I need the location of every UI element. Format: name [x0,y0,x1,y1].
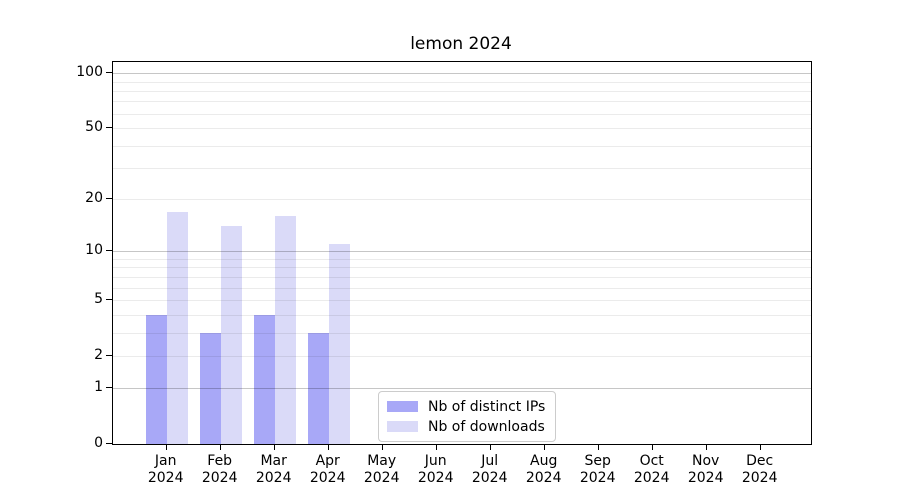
bar-downloads-feb [220,226,242,444]
x-tick-label-may: May 2024 [350,453,414,487]
bar-distinct-ips-feb [199,332,221,444]
x-tick-mark-jan [165,444,167,450]
gridline-minor-7 [113,276,811,278]
gridline-minor-80 [113,90,811,92]
x-tick-label-feb: Feb 2024 [188,453,252,487]
bar-downloads-jan [166,211,188,444]
x-tick-label-jan: Jan 2024 [134,453,198,487]
y-tick-label-0: 0 [94,435,103,451]
bar-distinct-ips-mar [253,314,275,444]
x-tick-mark-may [381,444,383,450]
gridline-minor-20 [113,199,811,201]
x-tick-month: Jul [481,453,499,469]
x-tick-mark-feb [219,444,221,450]
legend: Nb of distinct IPs Nb of downloads [378,391,557,442]
x-tick-year: 2024 [255,470,292,486]
y-tick-label-5: 5 [94,291,103,307]
x-tick-mark-jul [489,444,491,450]
y-tick-mark-5 [106,299,112,300]
x-tick-label-oct: Oct 2024 [620,453,684,487]
gridline-major-100 [113,73,811,75]
x-tick-month: Feb [207,453,233,469]
x-tick-year: 2024 [417,470,454,486]
x-tick-label-aug: Aug 2024 [512,453,576,487]
x-tick-month: Dec [746,453,774,469]
legend-item-distinct-ips: Nb of distinct IPs [387,397,545,416]
y-tick-label-20: 20 [85,190,103,207]
legend-label-downloads: Nb of downloads [428,418,545,435]
gridline-minor-60 [113,113,811,115]
x-tick-year: 2024 [687,470,724,486]
x-tick-month: Mar [260,453,287,469]
x-tick-year: 2024 [741,470,778,486]
x-tick-mark-mar [273,444,275,450]
x-tick-year: 2024 [525,470,562,486]
chart-title: lemon 2024 [410,34,512,54]
y-tick-mark-10 [106,250,112,252]
gridline-minor-8 [113,267,811,269]
x-tick-mark-nov [705,444,707,450]
x-tick-month: Aug [530,453,558,469]
x-tick-label-mar: Mar 2024 [242,453,306,487]
legend-swatch-downloads [387,421,418,432]
gridline-minor-5 [113,300,811,301]
legend-item-downloads: Nb of downloads [387,417,545,436]
y-tick-mark-0 [106,443,112,444]
x-tick-year: 2024 [363,470,400,486]
y-tick-mark-20 [106,198,112,200]
x-tick-month: Jun [424,453,447,469]
gridline-minor-70 [113,101,811,103]
x-tick-mark-dec [759,444,761,450]
x-tick-month: Jan [154,453,177,469]
x-tick-label-jul: Jul 2024 [458,453,522,487]
x-tick-label-apr: Apr 2024 [296,453,360,487]
y-tick-mark-1 [106,387,112,389]
plot-area [112,61,812,445]
bar-distinct-ips-jan [145,314,167,444]
x-tick-year: 2024 [309,470,346,486]
gridline-major-10 [113,251,811,253]
y-tick-label-50: 50 [85,119,103,135]
gridline-minor-30 [113,168,811,169]
x-tick-label-sep: Sep 2024 [566,453,630,487]
x-tick-mark-aug [543,444,545,450]
x-tick-month: Apr [315,453,340,469]
gridline-minor-90 [113,81,811,83]
y-tick-label-2: 2 [94,346,103,363]
gridline-minor-50 [113,128,811,129]
x-tick-mark-jun [435,444,437,450]
bar-distinct-ips-apr [307,332,329,444]
x-tick-label-jun: Jun 2024 [404,453,468,487]
x-tick-year: 2024 [633,470,670,486]
x-tick-label-nov: Nov 2024 [674,453,738,487]
gridline-minor-4 [113,314,811,316]
gridline-minor-6 [113,287,811,289]
legend-swatch-distinct-ips [387,401,418,412]
y-tick-mark-100 [106,72,112,74]
legend-label-distinct-ips: Nb of distinct IPs [428,398,546,415]
x-tick-year: 2024 [579,470,616,486]
x-tick-month: Oct [639,453,664,469]
x-tick-month: May [367,453,397,469]
y-tick-label-1: 1 [94,379,103,396]
x-tick-mark-apr [327,444,329,450]
x-tick-month: Nov [692,453,720,469]
y-tick-mark-2 [106,354,112,356]
y-tick-label-100: 100 [76,64,103,81]
y-tick-label-10: 10 [85,242,103,259]
bar-downloads-mar [274,216,296,444]
x-tick-label-dec: Dec 2024 [728,453,792,487]
x-tick-year: 2024 [147,470,184,486]
x-tick-month: Sep [584,453,611,469]
y-tick-mark-50 [106,127,112,128]
x-tick-year: 2024 [471,470,508,486]
bar-downloads-apr [328,244,350,444]
x-tick-mark-sep [597,444,599,450]
x-tick-year: 2024 [201,470,238,486]
x-tick-mark-oct [651,444,653,450]
gridline-minor-9 [113,259,811,260]
gridline-minor-40 [113,145,811,147]
